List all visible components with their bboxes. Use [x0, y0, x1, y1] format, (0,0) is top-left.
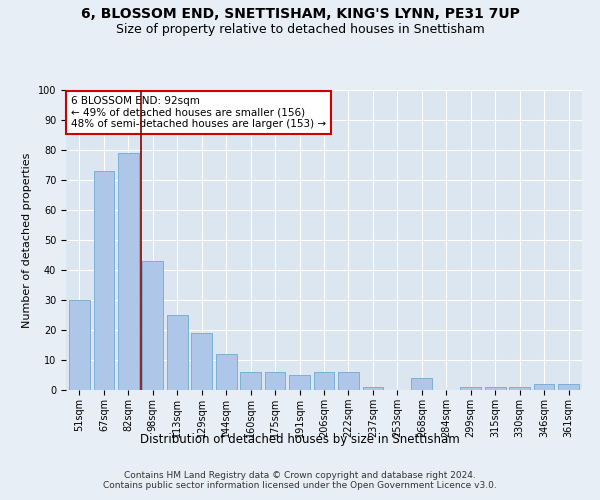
- Text: Distribution of detached houses by size in Snettisham: Distribution of detached houses by size …: [140, 432, 460, 446]
- Text: 6 BLOSSOM END: 92sqm
← 49% of detached houses are smaller (156)
48% of semi-deta: 6 BLOSSOM END: 92sqm ← 49% of detached h…: [71, 96, 326, 129]
- Bar: [191, 333, 212, 390]
- Text: Size of property relative to detached houses in Snettisham: Size of property relative to detached ho…: [116, 22, 484, 36]
- Bar: [460, 387, 481, 390]
- Bar: [534, 384, 554, 390]
- Text: Contains HM Land Registry data © Crown copyright and database right 2024.
Contai: Contains HM Land Registry data © Crown c…: [103, 470, 497, 490]
- Bar: [118, 153, 139, 390]
- Text: 6, BLOSSOM END, SNETTISHAM, KING'S LYNN, PE31 7UP: 6, BLOSSOM END, SNETTISHAM, KING'S LYNN,…: [80, 8, 520, 22]
- Bar: [289, 375, 310, 390]
- Bar: [338, 372, 359, 390]
- Bar: [94, 171, 114, 390]
- Bar: [142, 261, 163, 390]
- Y-axis label: Number of detached properties: Number of detached properties: [22, 152, 32, 328]
- Bar: [314, 372, 334, 390]
- Bar: [412, 378, 432, 390]
- Bar: [362, 387, 383, 390]
- Bar: [240, 372, 261, 390]
- Bar: [167, 315, 188, 390]
- Bar: [216, 354, 236, 390]
- Bar: [558, 384, 579, 390]
- Bar: [509, 387, 530, 390]
- Bar: [69, 300, 90, 390]
- Bar: [485, 387, 506, 390]
- Bar: [265, 372, 286, 390]
